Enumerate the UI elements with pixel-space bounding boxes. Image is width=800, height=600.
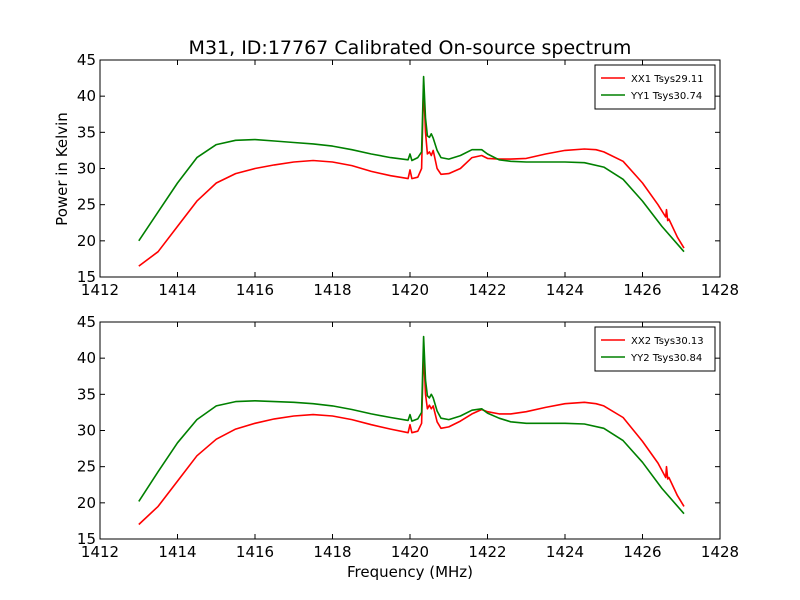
y-tick-label: 45: [77, 51, 96, 69]
legend-entry: YY2 Tsys30.84: [630, 353, 702, 364]
x-tick-label: 1422: [468, 281, 506, 299]
legend-entry: YY1 Tsys30.74: [630, 91, 702, 102]
x-tick-label: 1416: [236, 281, 274, 299]
plot-panel-1: 1412 1414 1416 1418 1420 1422 1424 1426 1428 15 20…: [77, 51, 739, 299]
y-tick-label: 40: [77, 349, 96, 367]
x-tick-label: 1422: [468, 543, 506, 561]
x-tick-label: 1424: [546, 543, 584, 561]
x-tick-label: 1418: [313, 281, 351, 299]
x-tick-label: 1420: [391, 543, 429, 561]
legend-entry: XX1 Tsys29.11: [631, 74, 704, 85]
x-tick-label: 1420: [391, 281, 429, 299]
y-tick-label: 15: [77, 268, 96, 286]
y-tick-label: 20: [77, 232, 96, 250]
x-tick-label: 1414: [158, 543, 196, 561]
legend: XX1 Tsys29.11 YY1 Tsys30.74: [594, 64, 716, 110]
legend: XX2 Tsys30.13 YY2 Tsys30.84: [594, 326, 716, 372]
y-tick-label: 40: [77, 87, 96, 105]
x-tick-label: 1416: [236, 543, 274, 561]
series-line-yy1: [138, 75, 685, 253]
y-axis-label: Power in Kelvin: [53, 112, 71, 226]
series-line-yy2: [138, 335, 685, 515]
series-line-xx2: [138, 350, 685, 526]
legend-box: [594, 64, 716, 110]
y-tick-label: 15: [77, 530, 96, 548]
x-tick-label: 1418: [313, 543, 351, 561]
x-tick-label: 1428: [701, 543, 739, 561]
y-tick-label: 30: [77, 160, 96, 178]
plot-panels: 1412 1414 1416 1418 1420 1422 1424 1426 1428 15 20…: [77, 51, 739, 561]
legend-entry: XX2 Tsys30.13: [631, 336, 704, 347]
legend-box: [594, 326, 716, 372]
x-axis-label: Frequency (MHz): [347, 563, 473, 581]
y-tick-label: 45: [77, 313, 96, 331]
y-tick-label: 20: [77, 494, 96, 512]
x-tick-label: 1414: [158, 281, 196, 299]
x-tick-label: 1424: [546, 281, 584, 299]
y-tick-label: 30: [77, 422, 96, 440]
y-tick-label: 35: [77, 385, 96, 403]
y-tick-label: 25: [77, 196, 96, 214]
figure-title: M31, ID:17767 Calibrated On-source spect…: [189, 37, 632, 59]
x-tick-label: 1412: [81, 543, 119, 561]
x-tick-label: 1412: [81, 281, 119, 299]
y-tick-label: 25: [77, 458, 96, 476]
y-tick-label: 35: [77, 123, 96, 141]
x-tick-label: 1426: [623, 281, 661, 299]
plot-panel-2: 1412 1414 1416 1418 1420 1422 1424 1426 1428 15 20…: [77, 313, 739, 561]
x-tick-label: 1426: [623, 543, 661, 561]
x-tick-label: 1428: [701, 281, 739, 299]
series-line-xx1: [138, 84, 685, 267]
